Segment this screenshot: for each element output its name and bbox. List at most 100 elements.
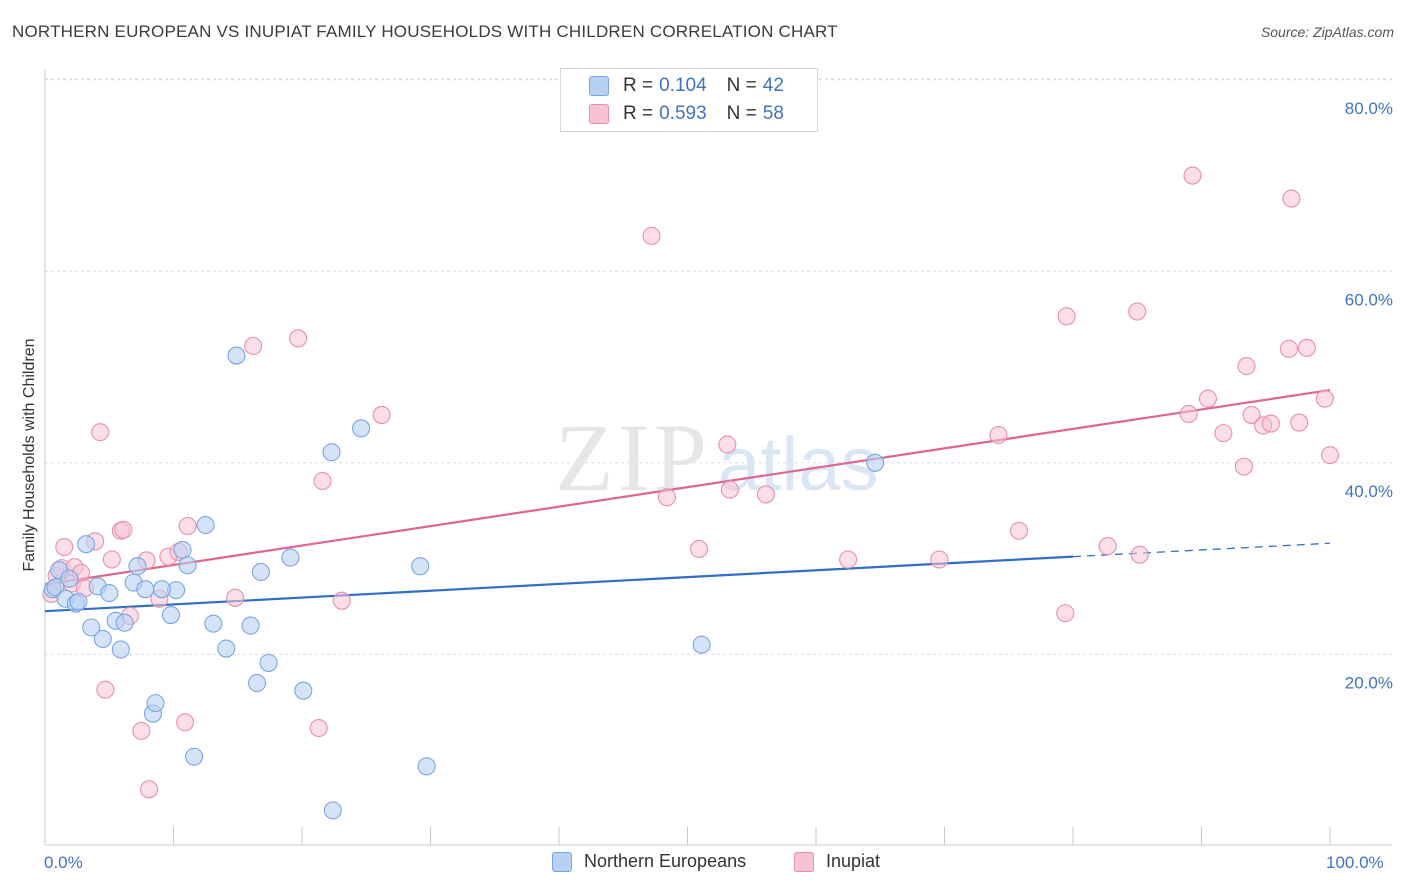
data-point-inupiat xyxy=(989,425,1008,445)
watermark: ZIP atlas xyxy=(555,404,879,511)
data-point-inupiat xyxy=(226,588,245,607)
y-tick-label: 60.0% xyxy=(1345,290,1393,309)
data-point-northern-europeans xyxy=(82,618,101,637)
data-point-inupiat xyxy=(1057,307,1076,326)
data-point-inupiat xyxy=(114,520,133,539)
data-point-northern-europeans xyxy=(241,616,260,635)
data-point-northern-europeans xyxy=(196,515,215,535)
y-tick-label: 40.0% xyxy=(1345,482,1393,501)
points-layer xyxy=(42,166,1340,820)
trend-line-inupiat xyxy=(44,388,1331,586)
chart-title: NORTHERN EUROPEAN VS INUPIAT FAMILY HOUS… xyxy=(12,22,838,41)
data-point-northern-europeans xyxy=(323,801,342,820)
data-point-inupiat xyxy=(1320,446,1340,465)
data-point-northern-europeans xyxy=(259,653,278,672)
data-point-northern-europeans xyxy=(692,635,711,654)
data-point-northern-europeans xyxy=(178,556,197,575)
legend-r-label: R = xyxy=(623,75,654,96)
trend-layer xyxy=(44,388,1331,613)
data-point-inupiat xyxy=(309,718,328,738)
data-point-inupiat xyxy=(332,591,351,610)
data-point-inupiat xyxy=(1183,166,1202,185)
data-point-northern-europeans xyxy=(227,346,246,365)
data-point-inupiat xyxy=(657,488,676,507)
data-point-inupiat xyxy=(289,329,308,348)
series-legend-inupiat: Inupiat xyxy=(794,851,880,872)
series-legend-label: Northern Europeans xyxy=(584,851,747,871)
data-point-northern-europeans xyxy=(161,605,180,625)
legend-n-label: N = xyxy=(726,75,757,96)
data-point-inupiat xyxy=(720,480,739,499)
data-point-inupiat xyxy=(690,539,709,559)
data-point-northern-europeans xyxy=(173,540,192,559)
data-point-northern-europeans xyxy=(93,629,112,649)
data-point-inupiat xyxy=(1056,604,1075,623)
watermark-atlas: atlas xyxy=(718,422,879,507)
legend-n-value: 58 xyxy=(762,103,784,124)
correlation-legend: R = 0.104 N = 42 R = 0.593 N = 58 xyxy=(560,68,818,132)
series-legend-northern-europeans: Northern Europeans xyxy=(552,851,746,872)
x-tick-label-max: 100.0% xyxy=(1326,853,1384,872)
data-point-inupiat xyxy=(1130,545,1149,564)
data-point-inupiat xyxy=(1290,413,1309,432)
data-point-inupiat xyxy=(1128,302,1147,321)
grid-layer xyxy=(45,78,1392,655)
data-point-inupiat xyxy=(132,721,151,740)
data-point-northern-europeans xyxy=(69,592,88,611)
legend-swatch-pink xyxy=(589,104,609,124)
data-point-northern-europeans xyxy=(411,557,430,576)
data-point-northern-europeans xyxy=(77,535,96,554)
legend-row-northern-europeans: R = 0.104 N = 42 xyxy=(589,74,784,98)
data-point-northern-europeans xyxy=(322,443,341,462)
data-point-inupiat xyxy=(1297,338,1316,357)
data-point-northern-europeans xyxy=(204,614,223,633)
data-point-inupiat xyxy=(1098,537,1117,556)
data-point-inupiat xyxy=(1234,457,1253,476)
data-point-inupiat xyxy=(1315,389,1334,408)
data-point-inupiat xyxy=(140,780,159,799)
data-point-inupiat xyxy=(244,336,263,356)
data-point-inupiat xyxy=(1242,405,1261,424)
data-point-northern-europeans xyxy=(136,580,155,599)
legend-n-value: 42 xyxy=(762,75,784,96)
data-point-northern-europeans xyxy=(152,580,171,599)
data-point-northern-europeans xyxy=(115,613,134,632)
data-point-northern-europeans xyxy=(100,583,119,603)
data-point-inupiat xyxy=(1198,389,1217,408)
data-point-northern-europeans xyxy=(146,694,165,713)
data-point-inupiat xyxy=(839,550,858,569)
data-point-northern-europeans xyxy=(111,640,130,659)
data-point-northern-europeans xyxy=(247,673,267,693)
x-tick-label-min: 0.0% xyxy=(44,853,83,872)
data-point-inupiat xyxy=(1279,339,1298,358)
series-legend: Northern Europeans Inupiat xyxy=(0,851,1406,877)
data-point-inupiat xyxy=(1261,414,1280,433)
data-point-northern-europeans xyxy=(60,569,79,588)
axis-layer: 20.0% 40.0% 60.0% 80.0% xyxy=(44,70,1393,846)
data-point-northern-europeans xyxy=(281,548,300,567)
data-point-inupiat xyxy=(1009,521,1029,540)
data-point-northern-europeans xyxy=(866,453,885,472)
data-point-inupiat xyxy=(756,485,775,504)
data-point-northern-europeans xyxy=(46,578,65,597)
data-point-inupiat xyxy=(930,550,949,569)
data-point-northern-europeans xyxy=(128,557,147,576)
data-point-inupiat xyxy=(372,405,391,424)
trend-line-northern-europeans-extension xyxy=(1072,542,1331,558)
legend-n-label: N = xyxy=(726,103,757,124)
data-point-northern-europeans xyxy=(294,681,313,700)
legend-r-label: R = xyxy=(623,103,654,124)
series-swatch-blue xyxy=(552,851,572,872)
y-tick-label: 20.0% xyxy=(1345,673,1393,692)
data-point-inupiat xyxy=(96,680,115,699)
legend-r-value: 0.593 xyxy=(659,103,707,124)
data-point-inupiat xyxy=(55,538,74,557)
legend-swatch-blue xyxy=(589,76,609,96)
legend-row-inupiat: R = 0.593 N = 58 xyxy=(589,102,784,126)
data-point-inupiat xyxy=(1237,357,1256,376)
trend-line-northern-europeans xyxy=(44,555,1074,613)
source-credit: Source: ZipAtlas.com xyxy=(1260,24,1394,40)
data-point-inupiat xyxy=(313,471,332,491)
data-point-inupiat xyxy=(91,423,110,442)
